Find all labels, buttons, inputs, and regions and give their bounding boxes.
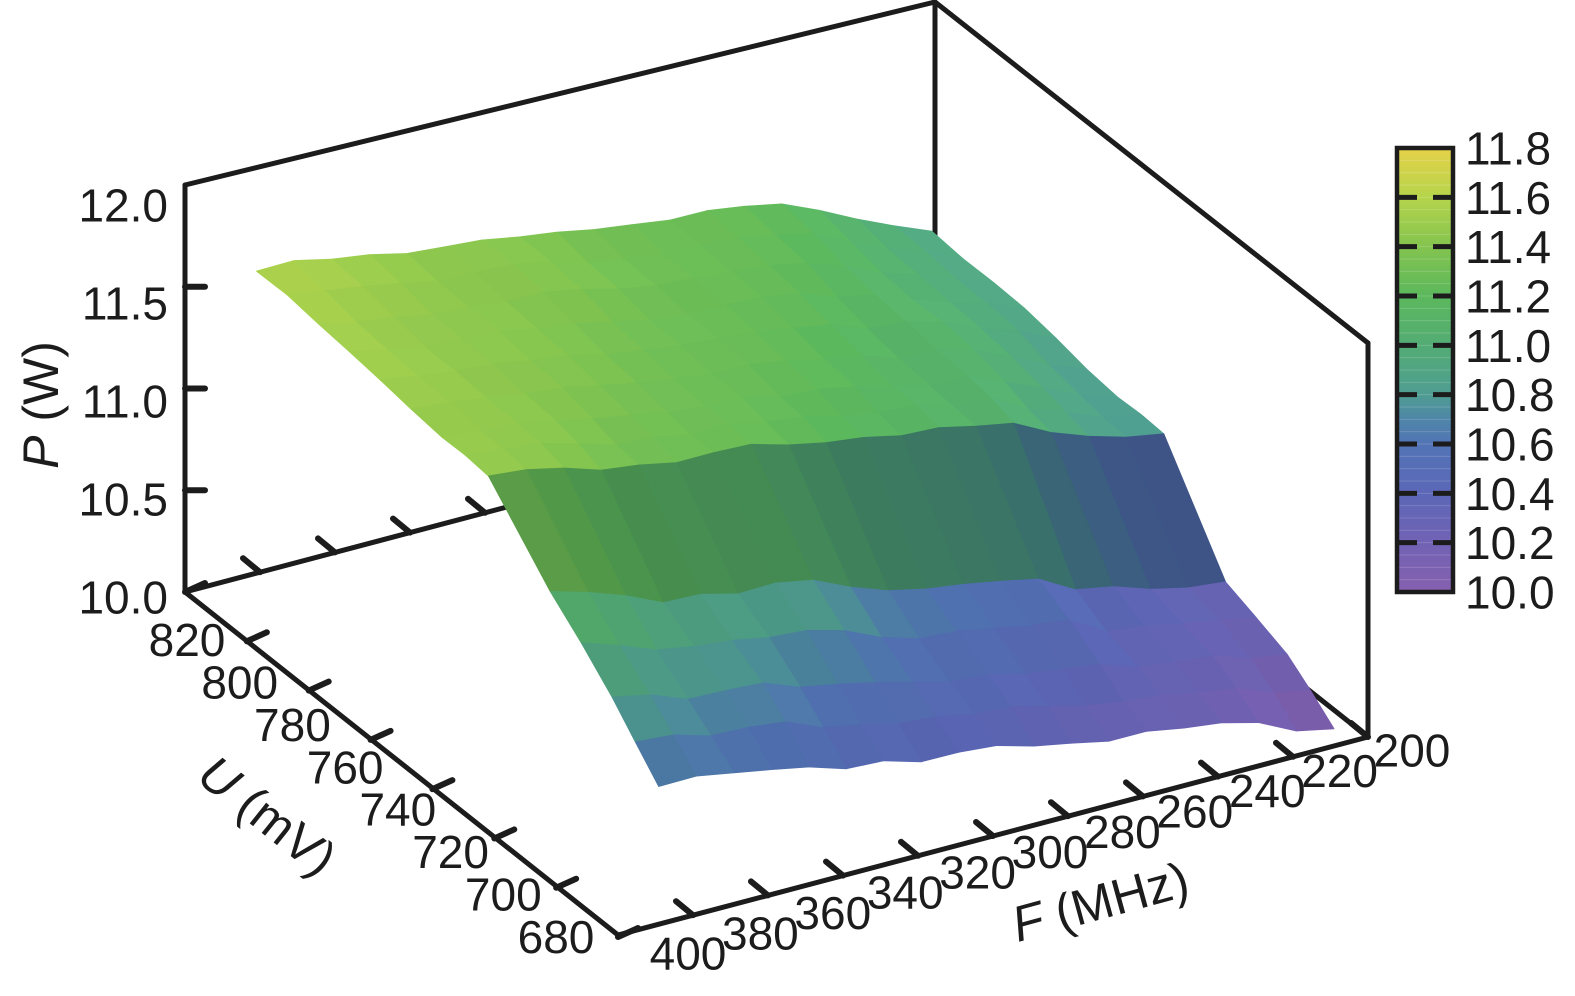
- f-axis-tick-label: 220: [1301, 745, 1378, 797]
- f-axis-tick-label: 380: [722, 907, 799, 959]
- f-axis-tick-label: 400: [650, 928, 727, 980]
- f-axis-tick-label: 300: [1012, 826, 1089, 878]
- colorbar-tick-label: 11.4: [1465, 221, 1551, 273]
- z-axis: 12.0 11.5 11.0 10.5 10.0: [78, 180, 208, 624]
- z-axis-tick-label: 11.5: [82, 278, 168, 330]
- colorbar-tick-label: 11.0: [1465, 320, 1551, 372]
- f-axis-tick-label: 320: [939, 846, 1016, 898]
- u-axis-tick-label: 680: [518, 911, 595, 963]
- colorbar-gradient: [1397, 148, 1453, 592]
- u-axis-tick-label: 720: [412, 826, 489, 878]
- f-axis-tick-label: 200: [1374, 725, 1451, 777]
- colorbar-tick-label: 10.4: [1465, 468, 1555, 520]
- f-axis-tick-label: 360: [794, 887, 871, 939]
- f-axis-tick-label: 340: [867, 867, 944, 919]
- surface-quad: [635, 734, 697, 787]
- surface-mesh: [256, 203, 1335, 787]
- colorbar-tick-label: 10.8: [1465, 369, 1555, 421]
- colorbar: 11.811.611.411.211.010.810.610.410.210.0: [1394, 123, 1555, 619]
- z-axis-tick-label: 10.5: [78, 474, 168, 526]
- colorbar-tick-label: 10.0: [1465, 567, 1555, 619]
- z-axis-tick-label: 10.0: [78, 572, 168, 624]
- u-axis-tick-label: 800: [201, 656, 278, 708]
- f-axis-tick-label: 280: [1084, 806, 1161, 858]
- z-axis-tick-label: 12.0: [78, 180, 168, 232]
- colorbar-tick-label: 10.6: [1465, 419, 1555, 471]
- z-axis-tick-label: 11.0: [82, 376, 168, 428]
- u-axis-tick-label: 740: [359, 784, 436, 836]
- colorbar-tick-label: 10.2: [1465, 517, 1555, 569]
- u-axis-tick-label: 760: [307, 741, 384, 793]
- colorbar-tick-label: 11.6: [1465, 172, 1551, 224]
- z-axis-label: P (W): [13, 341, 69, 469]
- colorbar-tick-label: 11.8: [1465, 123, 1551, 175]
- f-axis-tick-label: 240: [1229, 765, 1306, 817]
- u-axis-tick-label: 820: [149, 614, 226, 666]
- f-axis-tick-label: 260: [1156, 785, 1233, 837]
- u-axis-tick-label: 780: [254, 699, 331, 751]
- colorbar-tick-label: 11.2: [1465, 271, 1551, 323]
- u-axis-tick-label: 700: [465, 869, 542, 921]
